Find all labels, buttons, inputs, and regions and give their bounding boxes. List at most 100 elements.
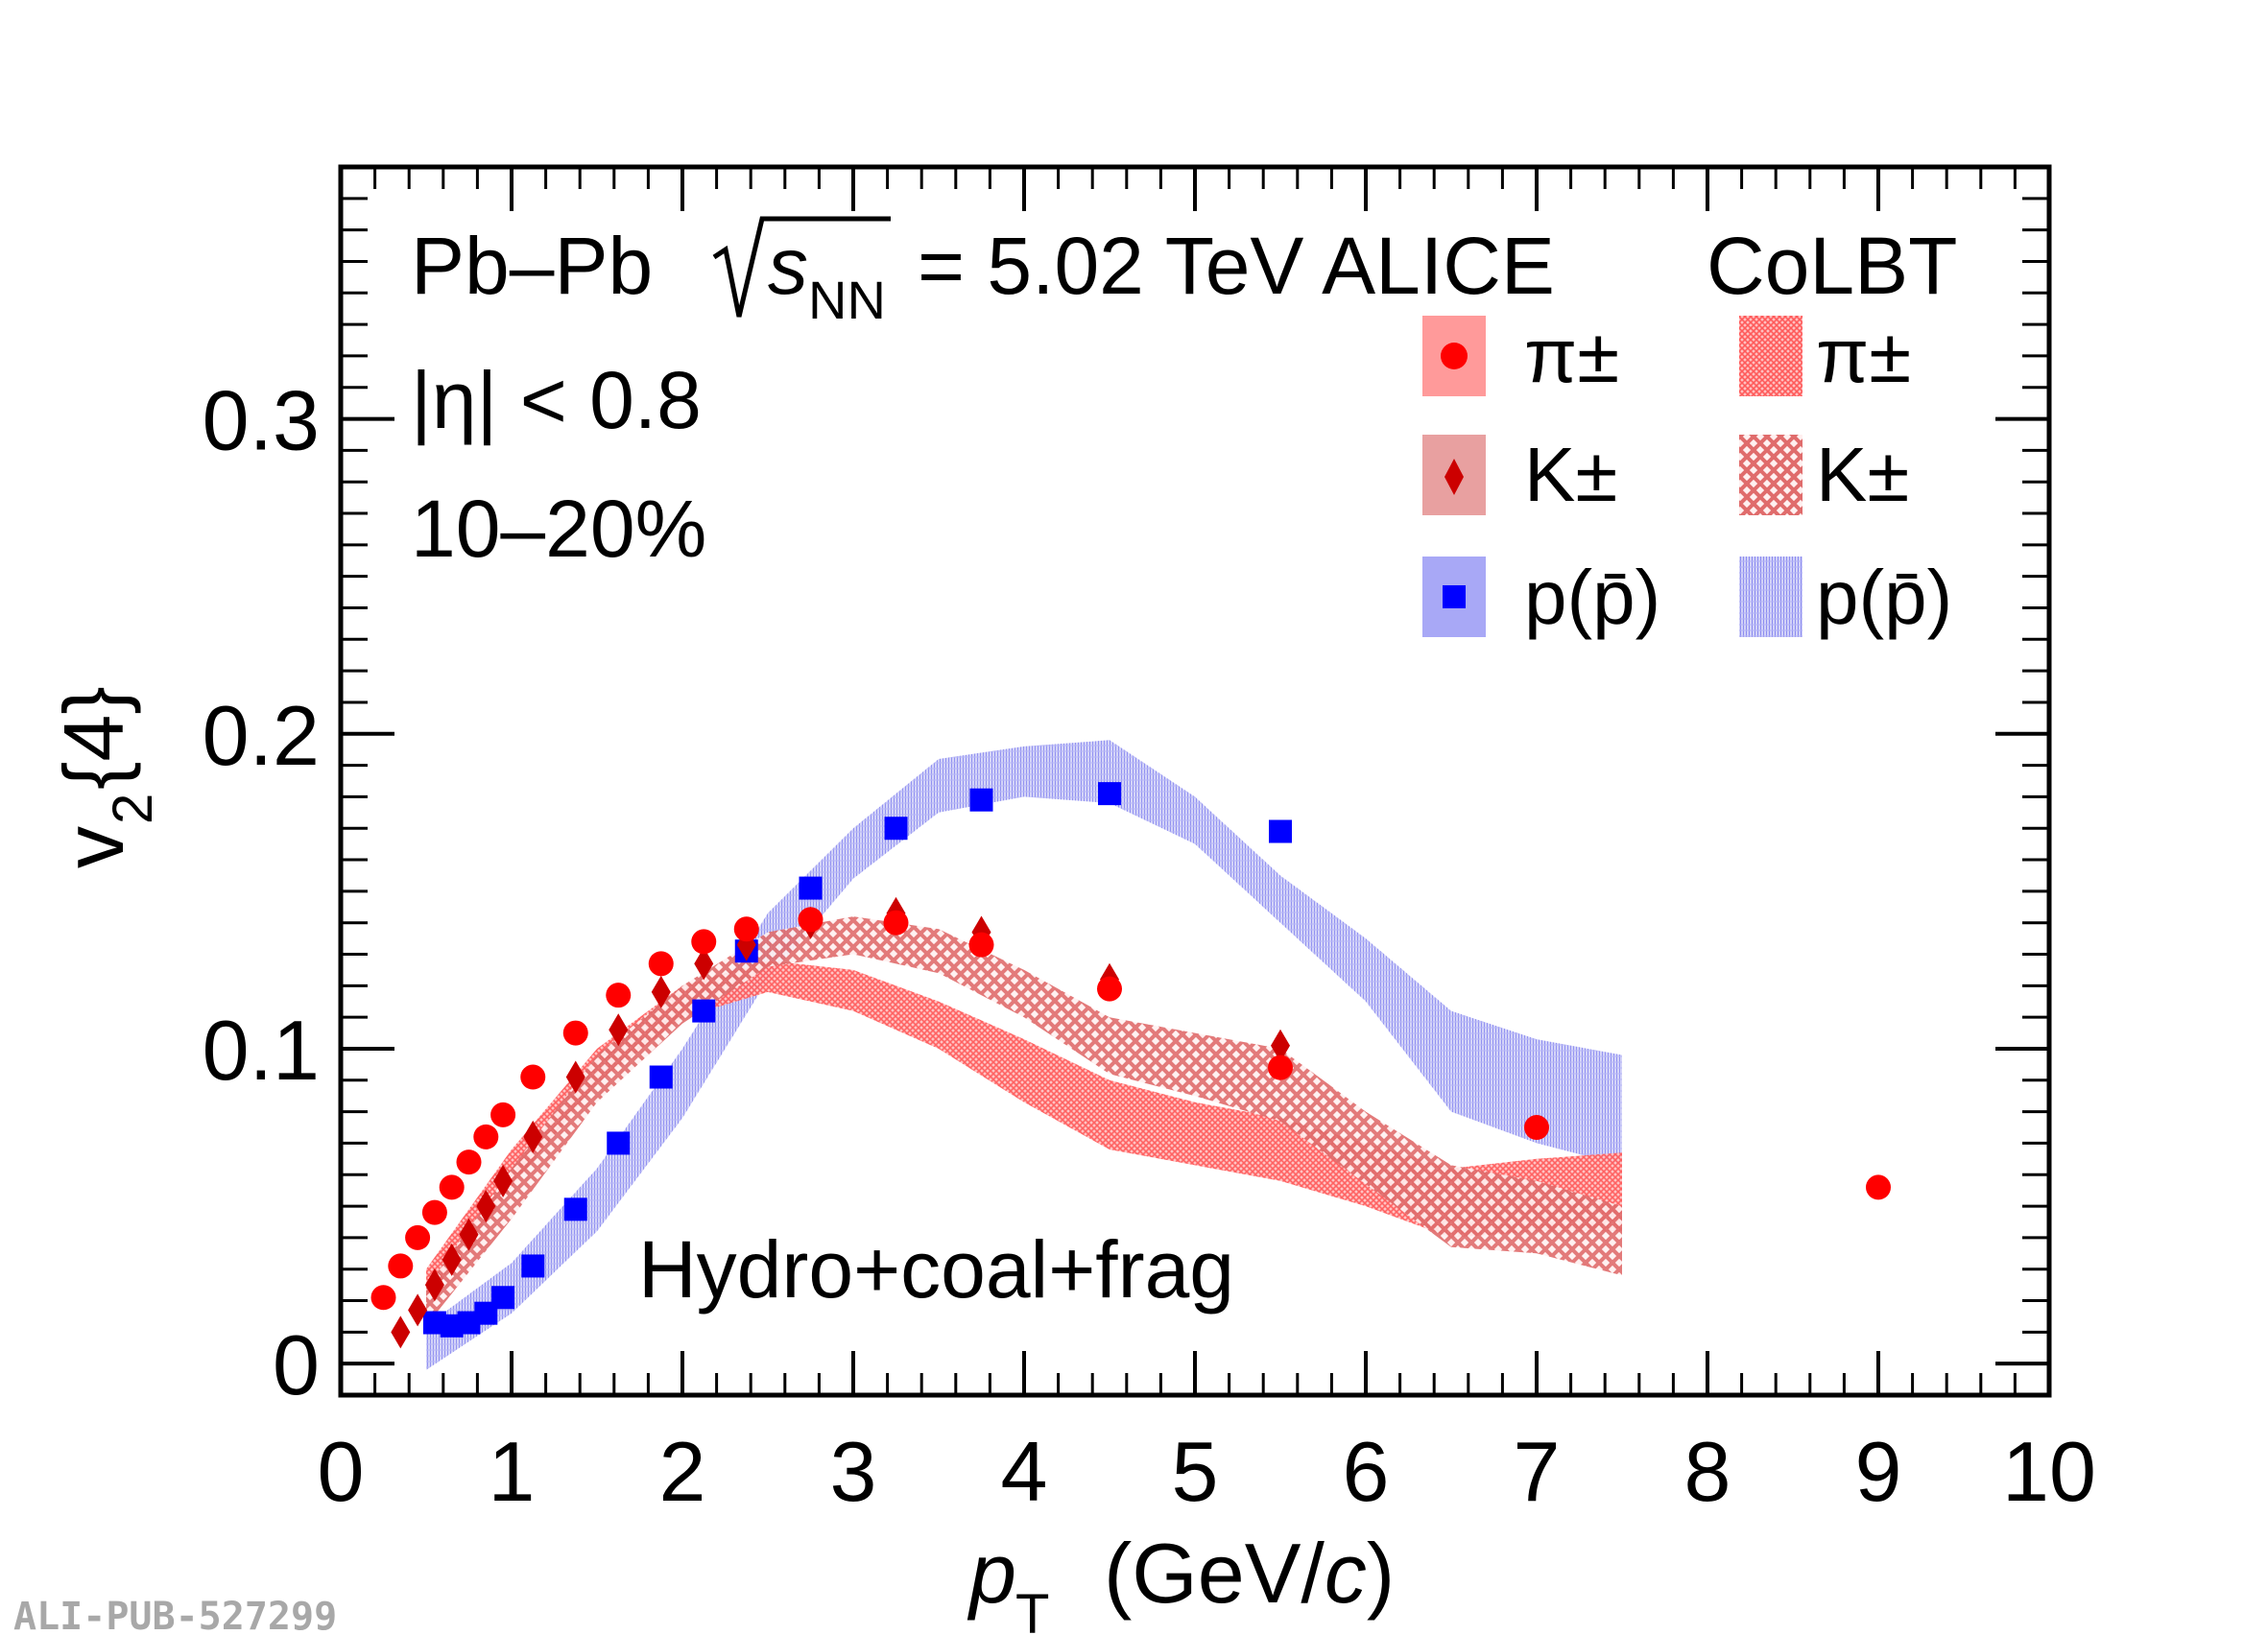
y-axis-title-v: v: [46, 826, 141, 868]
kaon-point: [476, 1190, 496, 1223]
kaon-point: [391, 1315, 411, 1349]
proton-point: [649, 1065, 673, 1089]
proton-point: [607, 1131, 631, 1155]
pion-point: [405, 1224, 431, 1250]
y-tick-label: 0.1: [203, 1003, 320, 1098]
legend-circle-marker: [1441, 343, 1468, 369]
proton-point: [563, 1197, 587, 1221]
legend-label: p(p̄): [1524, 555, 1660, 640]
proton-point: [884, 817, 908, 841]
model-bands: [426, 740, 1622, 1370]
pion-point: [439, 1174, 465, 1200]
legend-entry-pion-data: π±: [1422, 313, 1619, 398]
pion-point: [456, 1149, 482, 1175]
x-tick-label: 0: [318, 1424, 365, 1519]
legend-diamond-marker: [1444, 459, 1464, 495]
x-tick-label: 5: [1172, 1424, 1219, 1519]
publication-tag: ALI-PUB-527299: [13, 1595, 337, 1635]
y-axis-title-subscript: 2: [102, 794, 164, 824]
kaon-point: [565, 1060, 585, 1094]
y-tick-label: 0.2: [203, 688, 320, 783]
legend-label: π±: [1816, 313, 1911, 398]
nn-subscript: NN: [808, 270, 886, 330]
model-title: CoLBT: [1707, 221, 1957, 311]
legend-entry-kaon-model: K±: [1739, 432, 1909, 517]
proton-point: [1269, 819, 1292, 843]
pion-point: [968, 932, 994, 958]
x-axis-title-p: p: [967, 1526, 1016, 1621]
kaon-point: [424, 1268, 444, 1302]
kaon-point: [1271, 1029, 1290, 1062]
x-tick-label: 9: [1855, 1424, 1902, 1519]
pion-point: [648, 951, 674, 977]
kaon-point: [609, 1013, 629, 1047]
pion-point: [370, 1285, 396, 1311]
pion-point: [562, 1020, 588, 1046]
pion-point: [883, 910, 909, 936]
x-tick-label: 10: [2002, 1424, 2096, 1519]
pion-point: [490, 1102, 516, 1127]
proton-point: [521, 1254, 545, 1278]
pion-point: [1524, 1115, 1549, 1141]
legend-label: π±: [1524, 313, 1619, 398]
kaon-point: [694, 947, 714, 981]
pion-point: [691, 929, 717, 955]
pion-point: [1268, 1054, 1293, 1080]
legend-label: K±: [1816, 432, 1909, 517]
y-axis-title-order: {4}: [46, 686, 141, 790]
x-tick-label: 8: [1684, 1424, 1731, 1519]
proton-point: [692, 999, 716, 1023]
kaon-point: [523, 1120, 543, 1153]
x-axis-title-subscript: T: [1015, 1583, 1049, 1635]
legend-entry-proton-data: p(p̄): [1422, 555, 1660, 640]
legend-entry-kaon-data: K±: [1422, 432, 1617, 517]
legend: π± K± p(p̄) π± K± p(p̄): [1422, 313, 1952, 640]
pion-point: [421, 1199, 447, 1225]
x-tick-label: 3: [830, 1424, 877, 1519]
x-axis-title-units: (GeV/c): [1104, 1526, 1395, 1621]
pion-point: [473, 1124, 499, 1149]
kaon-point: [442, 1243, 462, 1276]
pion-point: [520, 1064, 546, 1090]
kaon-point: [651, 975, 671, 1008]
legend-entry-proton-model: p(p̄): [1739, 555, 1952, 640]
kaon-point: [493, 1164, 513, 1197]
sqrt-sign: [712, 216, 891, 318]
axis-ticks: 0 1 2 3 4 5 6 7 8 9 10 0 0.1 0.2 0.3: [203, 167, 2096, 1519]
legend-entry-pion-model: π±: [1739, 313, 1911, 398]
kaon-point: [459, 1218, 479, 1251]
legend-square-marker: [1443, 585, 1466, 608]
energy-label: = 5.02 TeV ALICE: [918, 221, 1555, 311]
y-tick-label: 0.3: [203, 373, 320, 468]
x-axis-title: p T (GeV/c): [967, 1526, 1395, 1635]
legend-label: p(p̄): [1816, 555, 1952, 640]
pion-point: [733, 916, 759, 942]
legend-band-swatch: [1739, 435, 1802, 515]
pion-point: [1097, 976, 1122, 1002]
legend-band-swatch: [1739, 557, 1802, 637]
pion-point: [798, 907, 824, 933]
x-tick-label: 1: [489, 1424, 536, 1519]
data-points: [370, 782, 1891, 1349]
system-label: Pb–Pb: [411, 221, 653, 311]
eta-label: |η| < 0.8: [411, 355, 702, 445]
x-tick-label: 4: [1001, 1424, 1048, 1519]
legend-band-swatch: [1739, 316, 1802, 396]
y-tick-label: 0: [273, 1317, 320, 1412]
s-symbol: s: [768, 221, 808, 311]
proton-point: [969, 788, 993, 812]
x-tick-label: 6: [1343, 1424, 1390, 1519]
pion-point: [606, 983, 632, 1008]
kaon-point: [408, 1293, 428, 1327]
legend-label: K±: [1524, 432, 1617, 517]
x-tick-label: 7: [1514, 1424, 1561, 1519]
pion-point: [388, 1253, 414, 1279]
proton-point: [799, 876, 823, 900]
band-kaon: [426, 916, 1622, 1326]
model-description: Hydro+coal+frag: [638, 1224, 1234, 1315]
proton-point: [1098, 782, 1121, 806]
pion-point: [1866, 1174, 1891, 1200]
centrality-label: 10–20%: [411, 484, 706, 574]
y-axis-title: v 2 {4}: [46, 686, 164, 868]
